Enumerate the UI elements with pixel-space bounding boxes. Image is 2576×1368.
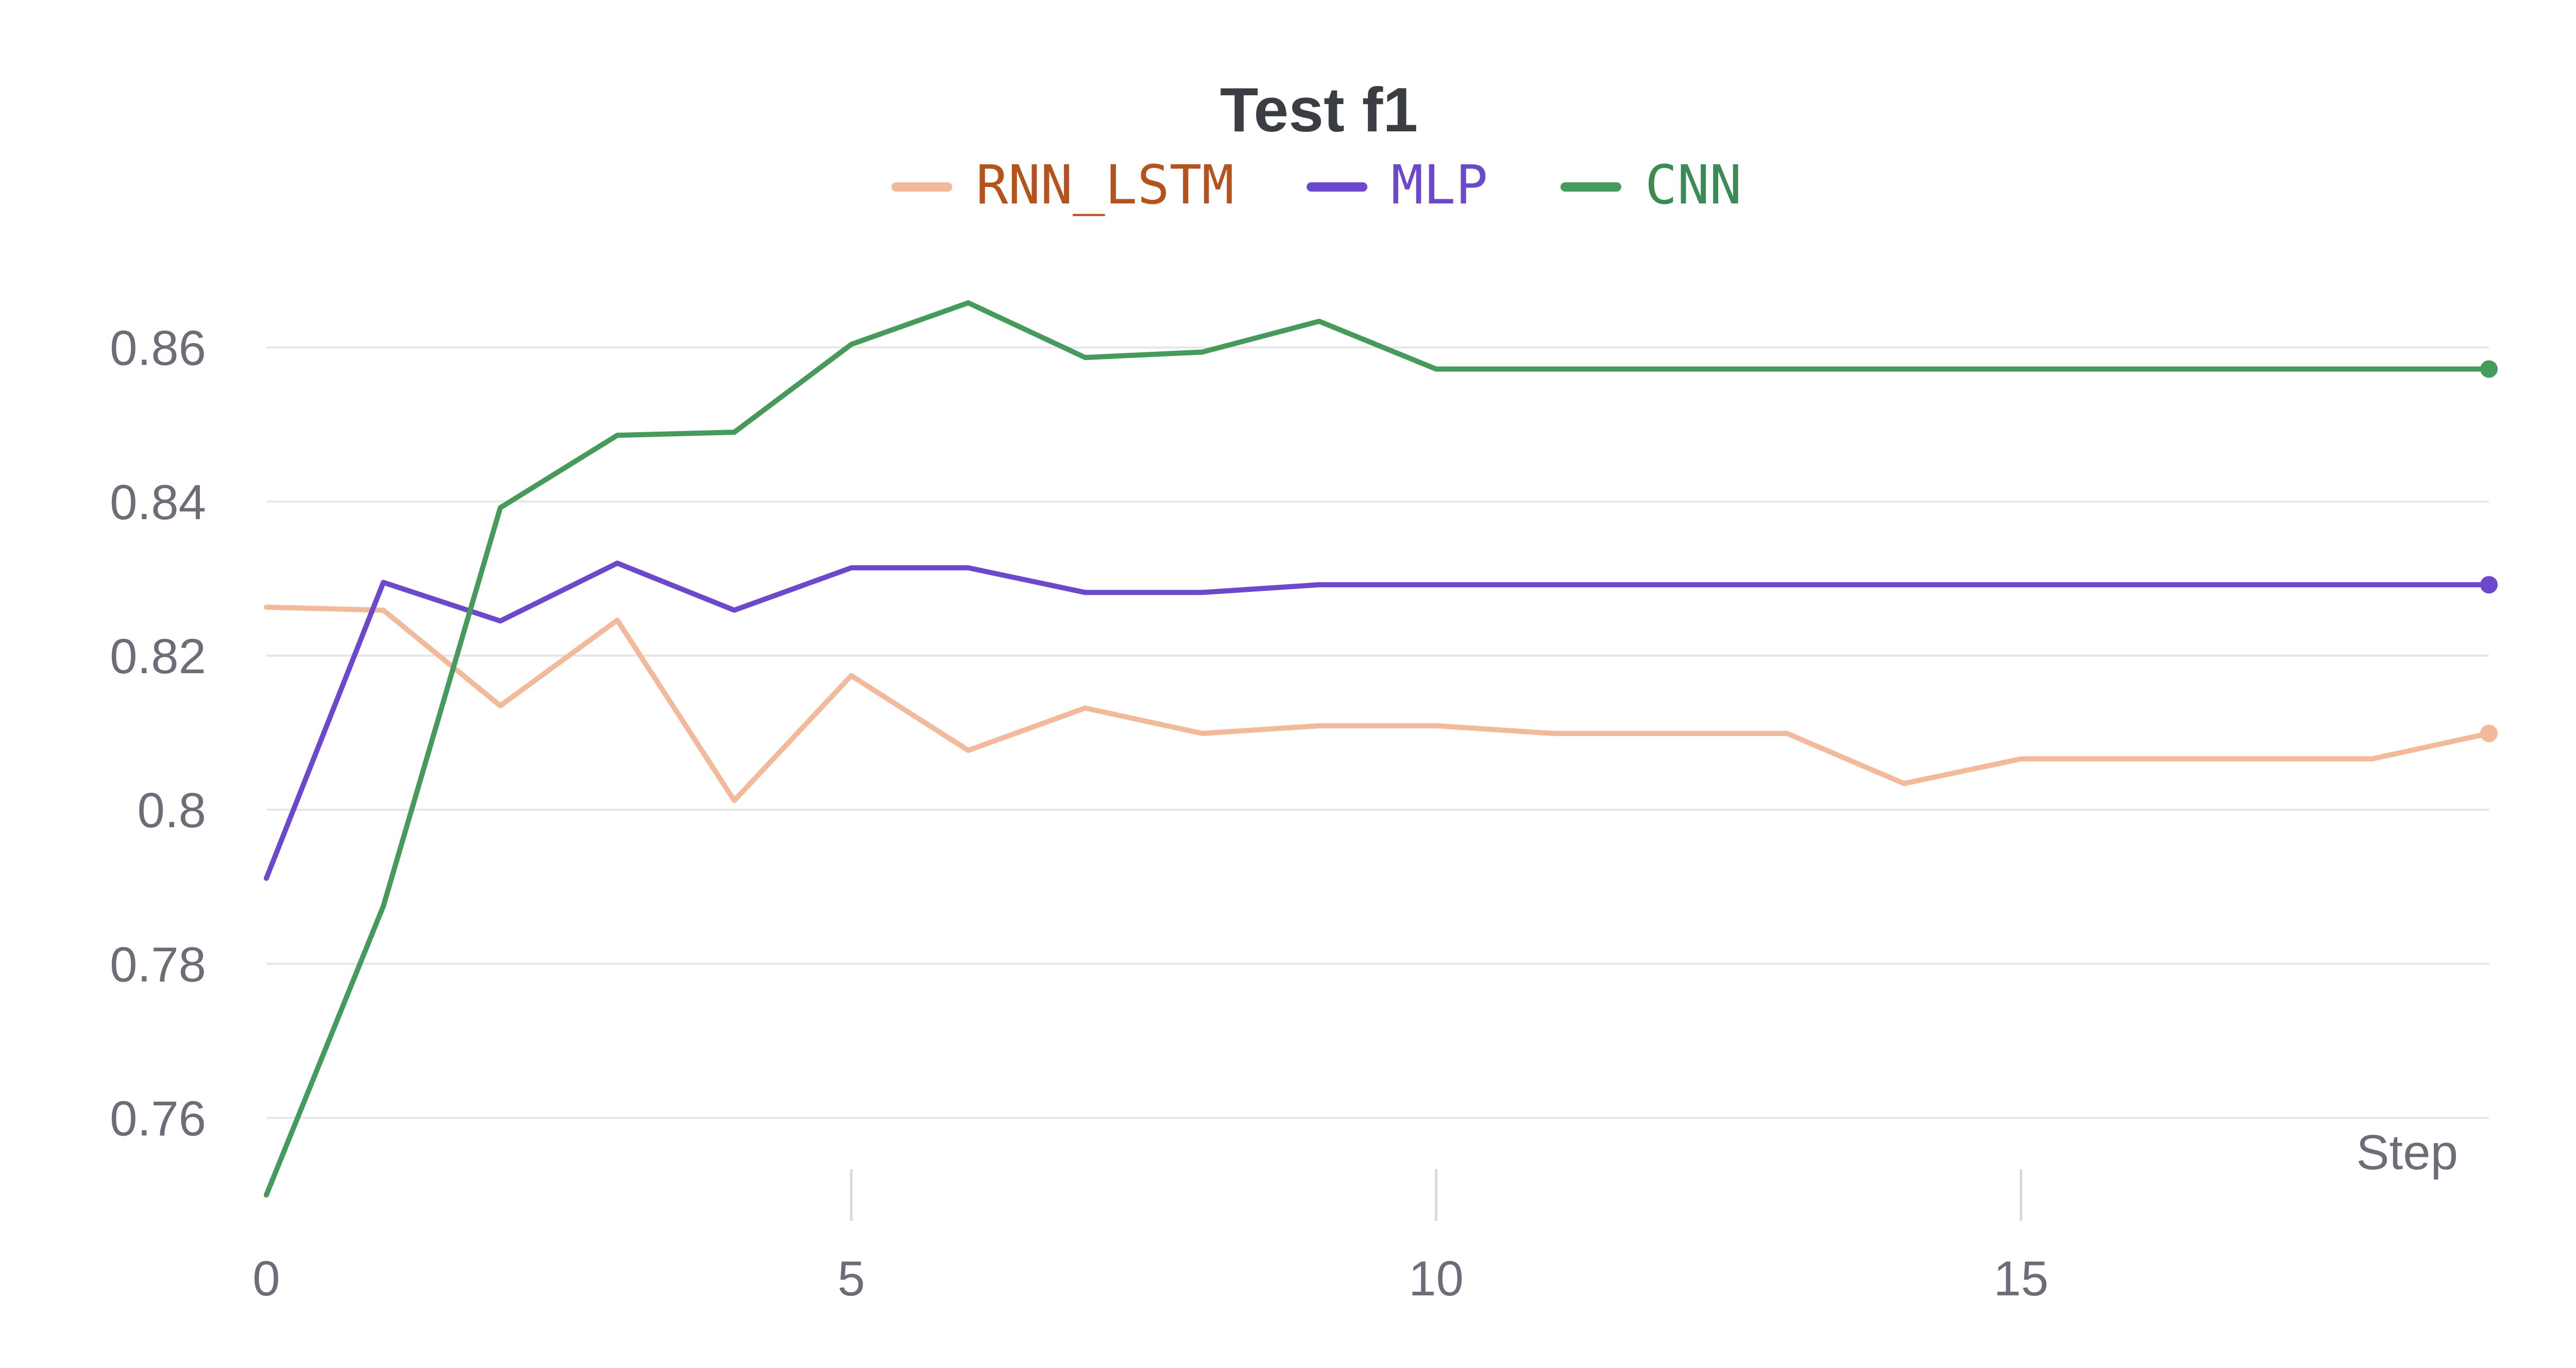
y-tick-label: 0.84: [110, 475, 206, 530]
y-axis: 0.76 0.78 0.8 0.82 0.84 0.86: [110, 321, 206, 1147]
chart-title: Test f1: [1220, 75, 1418, 145]
series-mlp: [264, 560, 2498, 881]
series-line-rnn-lstm: [264, 604, 2492, 803]
x-tick-label: 5: [838, 1251, 865, 1306]
series-line-mlp: [264, 560, 2492, 881]
series-cnn: [264, 300, 2498, 1198]
y-tick-label: 0.78: [110, 937, 206, 992]
x-tick-label: 0: [252, 1251, 280, 1306]
series-end-point-rnn-lstm: [2480, 725, 2498, 743]
legend-item-mlp: MLP: [1307, 153, 1488, 216]
series-end-point-mlp: [2480, 576, 2498, 594]
x-axis: 0 5 10 15: [252, 1169, 2048, 1306]
y-tick-label: 0.76: [110, 1091, 206, 1146]
y-tick-label: 0.82: [110, 629, 206, 684]
x-axis-label: Step: [2357, 1125, 2458, 1180]
legend-label: RNN_LSTM: [976, 153, 1234, 216]
x-tick-label: 15: [1993, 1251, 2048, 1306]
legend-item-rnn-lstm: RNN_LSTM: [891, 153, 1234, 216]
grid-lines: [266, 346, 2489, 1119]
legend-label: CNN: [1645, 153, 1742, 216]
series-line-cnn: [264, 300, 2492, 1198]
y-tick-label: 0.8: [138, 783, 206, 838]
legend-item-cnn: CNN: [1560, 153, 1742, 216]
x-tick-label: 10: [1409, 1251, 1464, 1306]
series-rnn-lstm: [264, 604, 2498, 803]
legend-label: MLP: [1391, 153, 1488, 216]
series-lines: [264, 300, 2498, 1198]
series-end-point-cnn: [2480, 360, 2498, 378]
legend: RNN_LSTM MLP CNN: [891, 153, 1742, 216]
y-tick-label: 0.86: [110, 321, 206, 376]
